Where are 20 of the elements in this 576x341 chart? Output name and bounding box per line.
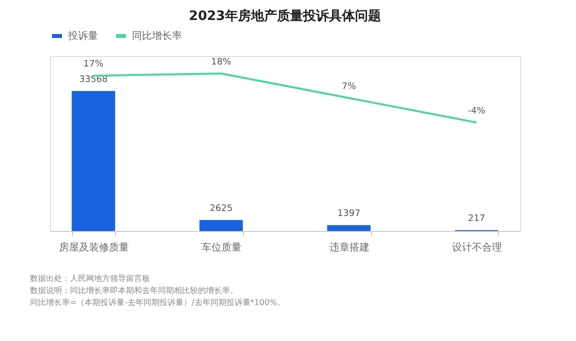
legend-label: 同比增长率 [132, 30, 182, 42]
text: 数据出处：人民网地方领导留言板 [30, 274, 150, 283]
x-tick-label: 设计不合理 [452, 242, 502, 254]
chart-title: 2023年房地产质量投诉具体问题 [188, 8, 382, 24]
x-tick-label: 违章搭建 [329, 242, 370, 254]
data-label: 7% [342, 82, 356, 92]
bar [327, 225, 371, 231]
x-tick-label: 房屋及装修质量 [58, 242, 129, 254]
legend-label: 投诉量 [67, 30, 98, 42]
data-label: 17% [83, 60, 104, 70]
data-label: -4% [468, 106, 486, 116]
data-label: 1397 [337, 209, 360, 220]
data-label: 217 [468, 214, 486, 224]
text: 同比增长率=（本期投诉量-去年同期投诉量）/去年同期投诉量*100%。 [30, 298, 286, 307]
text: 数据说明：同比增长率即本期和去年同期相比较的增长率。 [30, 286, 238, 295]
bar [72, 91, 116, 231]
data-label: 2625 [210, 204, 233, 214]
x-tick-label: 车位质量 [202, 242, 242, 254]
bar [199, 220, 243, 231]
data-label: 18% [211, 58, 232, 68]
